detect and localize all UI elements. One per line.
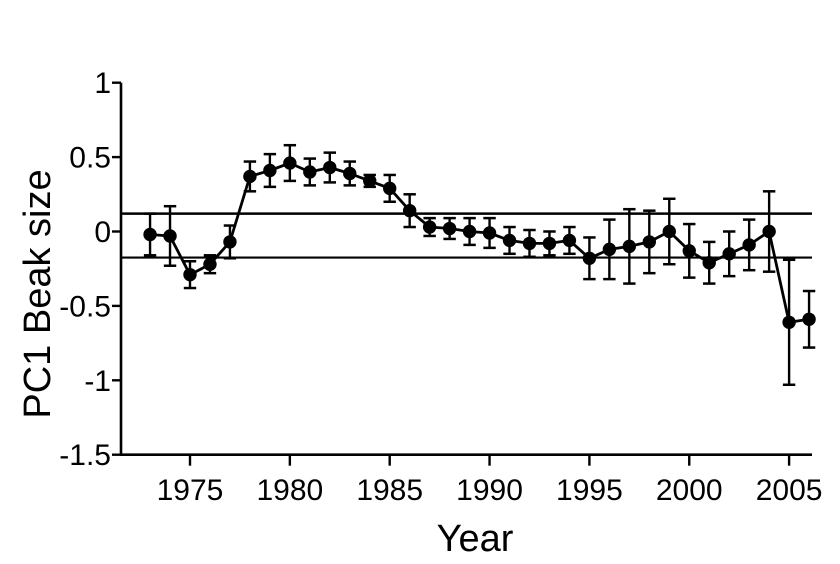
- x-tick-label: 2000: [656, 474, 723, 507]
- data-point: [482, 226, 497, 240]
- data-point: [243, 169, 257, 184]
- data-point: [762, 224, 776, 239]
- data-point: [363, 174, 377, 188]
- data-point: [163, 229, 177, 243]
- y-tick-label: -0.5: [59, 290, 111, 323]
- data-point: [542, 236, 557, 251]
- data-point: [682, 244, 696, 258]
- y-axis-ticks: 1 0.5 0 -0.5 -1 -1.5: [59, 67, 121, 472]
- x-tick-label: 1990: [456, 474, 523, 507]
- data-point: [502, 233, 517, 248]
- y-tick-label: 0.5: [69, 142, 111, 175]
- data-point: [422, 220, 437, 234]
- data-point: [642, 235, 657, 249]
- x-tick-label: 1985: [356, 474, 423, 507]
- data-point: [562, 233, 577, 248]
- data-point: [183, 267, 197, 282]
- data-point: [522, 236, 537, 251]
- data-point: [323, 160, 337, 175]
- data-points: [143, 156, 816, 329]
- data-point: [263, 163, 277, 178]
- data-point: [303, 165, 317, 179]
- x-tick-label: 1975: [157, 474, 224, 507]
- data-point: [383, 181, 397, 196]
- series-line: [149, 161, 810, 324]
- data-point: [802, 312, 816, 326]
- data-point: [742, 238, 756, 252]
- data-point: [602, 242, 617, 257]
- y-tick-label: 1: [94, 67, 111, 100]
- data-point: [702, 256, 716, 270]
- data-point: [462, 224, 477, 239]
- y-tick-label: 0: [94, 216, 111, 249]
- data-point: [402, 203, 417, 218]
- y-tick-label: -1: [84, 365, 111, 398]
- data-point: [442, 221, 457, 236]
- data-point: [782, 315, 796, 329]
- data-point: [662, 224, 676, 239]
- x-axis-ticks: 1975 1980 1985 1990 1995 2000 2005: [157, 454, 823, 507]
- x-tick-label: 1980: [256, 474, 323, 507]
- data-point: [203, 257, 217, 271]
- data-point: [343, 166, 357, 181]
- data-point: [223, 235, 237, 249]
- x-tick-label: 2005: [756, 474, 823, 507]
- data-point: [622, 239, 637, 254]
- y-axis-title: PC1 Beak size: [17, 169, 59, 419]
- data-point: [582, 251, 597, 265]
- x-axis-title: Year: [436, 518, 514, 560]
- y-tick-label: -1.5: [59, 439, 111, 472]
- data-point: [143, 227, 157, 242]
- data-point: [722, 247, 736, 261]
- x-tick-label: 1995: [556, 474, 623, 507]
- data-point: [283, 156, 297, 170]
